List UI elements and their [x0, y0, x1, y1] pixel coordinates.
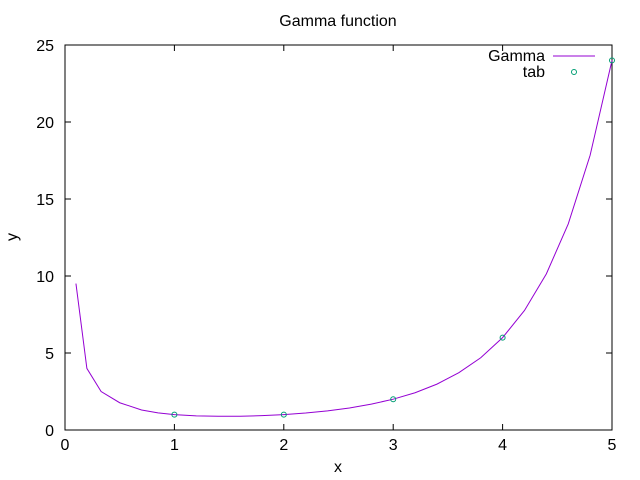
x-tick-label: 5 — [608, 437, 617, 454]
y-tick-label: 0 — [45, 423, 54, 440]
x-axis-ticks: 0 1 2 3 4 5 — [61, 45, 617, 454]
y-tick-label: 15 — [36, 192, 54, 209]
x-axis-label: x — [334, 459, 342, 476]
legend-swatch-point — [571, 69, 577, 75]
x-tick-label: 3 — [389, 437, 398, 454]
tab-data-point — [390, 396, 397, 403]
chart-title: Gamma function — [279, 13, 396, 30]
y-tick-label: 5 — [45, 346, 54, 363]
tab-data-point — [499, 334, 506, 341]
x-tick-label: 2 — [279, 437, 288, 454]
legend-label: Gamma — [488, 48, 545, 65]
x-tick-label: 4 — [498, 437, 507, 454]
y-tick-label: 10 — [36, 269, 54, 286]
y-tick-label: 20 — [36, 115, 54, 132]
y-axis-ticks: 0 5 10 15 20 25 — [36, 38, 612, 440]
x-tick-label: 1 — [170, 437, 179, 454]
y-tick-label: 25 — [36, 38, 54, 55]
y-axis-label: y — [4, 233, 21, 241]
series-layer — [75, 57, 615, 418]
gamma-series-line — [75, 60, 613, 417]
tab-data-point — [280, 411, 287, 418]
legend-label: tab — [523, 64, 545, 81]
plot-frame — [64, 44, 613, 431]
tab-data-point — [609, 57, 615, 64]
tab-data-point — [171, 411, 178, 418]
x-tick-label: 0 — [61, 437, 70, 454]
